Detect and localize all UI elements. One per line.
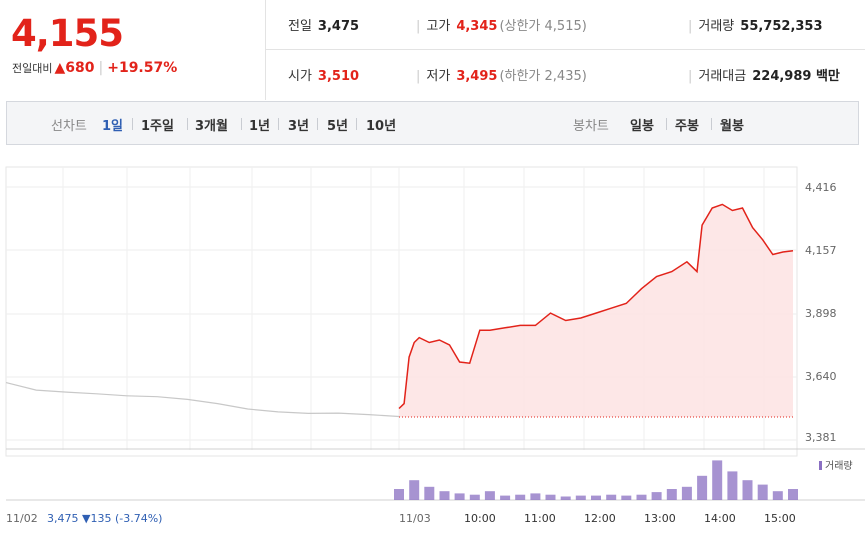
- volume-bar: [788, 489, 798, 500]
- x-tick-label: 10:00: [464, 512, 496, 525]
- change-percent: +19.57%: [107, 60, 178, 76]
- volume-bar: [712, 460, 723, 500]
- volume-bar: [727, 471, 738, 500]
- volume-bar: [454, 493, 465, 500]
- up-arrow-icon: ▲: [54, 60, 66, 76]
- tab-10y[interactable]: 10년: [366, 119, 397, 134]
- series-prev-day: [5, 382, 400, 418]
- volume-bar: [651, 492, 662, 500]
- x-tick-label: 14:00: [704, 512, 736, 525]
- volume-bar: [530, 493, 541, 500]
- x-tick-label: 11/03: [399, 512, 431, 525]
- volume-bar: [409, 480, 420, 500]
- tab-5y[interactable]: 5년: [327, 119, 349, 134]
- volume-bar: [621, 495, 632, 500]
- volume-bar: [469, 494, 480, 500]
- y-tick-label: 3,381: [805, 431, 837, 444]
- volume-bar: [515, 494, 526, 500]
- x-tick-label: 15:00: [764, 512, 796, 525]
- chart-tabs: 선차트 1일 1주일 3개월 1년 3년 5년 10년 봉차트 일봉 주봉 월봉: [6, 101, 859, 145]
- tab-daily[interactable]: 일봉: [630, 119, 654, 134]
- x-tick-label: 13:00: [644, 512, 676, 525]
- tab-1y[interactable]: 1년: [249, 119, 271, 134]
- volume-bar: [424, 486, 435, 500]
- low-price: | 저가 3,495 (하한가 2,435): [416, 69, 587, 84]
- volume-bar: [545, 494, 556, 500]
- tab-3y[interactable]: 3년: [288, 119, 310, 134]
- trade-amount: | 거래대금 224,989 백만: [688, 69, 840, 84]
- prev-day-annotation: 3,475 ▼135 (-3.74%): [47, 512, 162, 525]
- y-tick-label: 4,416: [805, 181, 837, 194]
- volume-bar: [606, 494, 617, 500]
- price-change: 전일대비 ▲680 | +19.57%: [12, 60, 178, 76]
- y-tick-label: 3,640: [805, 370, 837, 383]
- volume-bar: [697, 475, 708, 500]
- x-tick-label: 11/02: [6, 512, 38, 525]
- tab-monthly[interactable]: 월봉: [720, 119, 744, 134]
- prev-close: 전일 3,475: [288, 19, 360, 34]
- volume-bar: [772, 491, 783, 500]
- x-tick-label: 11:00: [524, 512, 556, 525]
- series-today: [398, 203, 794, 410]
- tab-1w[interactable]: 1주일: [141, 119, 174, 134]
- price-box: 4,155 전일대비 ▲680 | +19.57%: [0, 0, 266, 100]
- tab-1d[interactable]: 1일: [102, 119, 124, 134]
- y-tick-label: 4,157: [805, 244, 837, 257]
- volume-bar: [636, 494, 647, 500]
- y-axis-ticks: 4,416 4,157 3,898 3,640 3,381: [805, 181, 837, 444]
- today-fill-area: [399, 204, 793, 417]
- volume-bar: [742, 480, 753, 500]
- change-label: 전일대비: [12, 62, 53, 75]
- volume-bar: [591, 495, 601, 500]
- volume-bar: [681, 486, 692, 500]
- volume-bar: [575, 495, 586, 500]
- candle-chart-label: 봉차트: [573, 119, 609, 134]
- open-price: 시가 3,510: [288, 69, 360, 84]
- volume-bar: [666, 489, 677, 500]
- tab-weekly[interactable]: 주봉: [675, 119, 699, 134]
- summary-panel: 4,155 전일대비 ▲680 | +19.57% 전일 3,475 | 고가 4,345(…: [0, 0, 865, 100]
- tab-3m[interactable]: 3개월: [195, 119, 228, 134]
- chart-grid: [5, 166, 865, 501]
- volume-bar: [560, 496, 571, 500]
- change-amount: 680: [65, 60, 95, 76]
- volume-bars: [394, 460, 798, 500]
- volume-bar: [439, 491, 450, 500]
- info-row-2: 시가 3,510 | 저가 3,495 (하한가 2,435) | 거래대금 224,989…: [266, 50, 865, 99]
- volume-total: | 거래량 55,752,353: [688, 19, 823, 34]
- volume-bar: [757, 484, 768, 500]
- line-chart-label: 선차트: [51, 119, 87, 134]
- info-row-1: 전일 3,475 | 고가 4,345 (상한가 4,515) | 거래량 55,752,3…: [266, 0, 865, 50]
- x-axis-ticks: 11/02 11/03 10:00 11:00 12:00 13:00 14:00 15:00: [6, 512, 796, 525]
- high-price: | 고가 4,345 (상한가 4,515): [416, 19, 587, 34]
- x-tick-label: 12:00: [584, 512, 616, 525]
- volume-legend-swatch: [819, 461, 822, 470]
- volume-bar: [394, 489, 404, 500]
- y-tick-label: 3,898: [805, 307, 837, 320]
- volume-bar: [500, 495, 511, 500]
- volume-bar: [484, 491, 495, 500]
- volume-legend: 거래량: [825, 460, 853, 472]
- current-price: 4,155: [11, 12, 124, 55]
